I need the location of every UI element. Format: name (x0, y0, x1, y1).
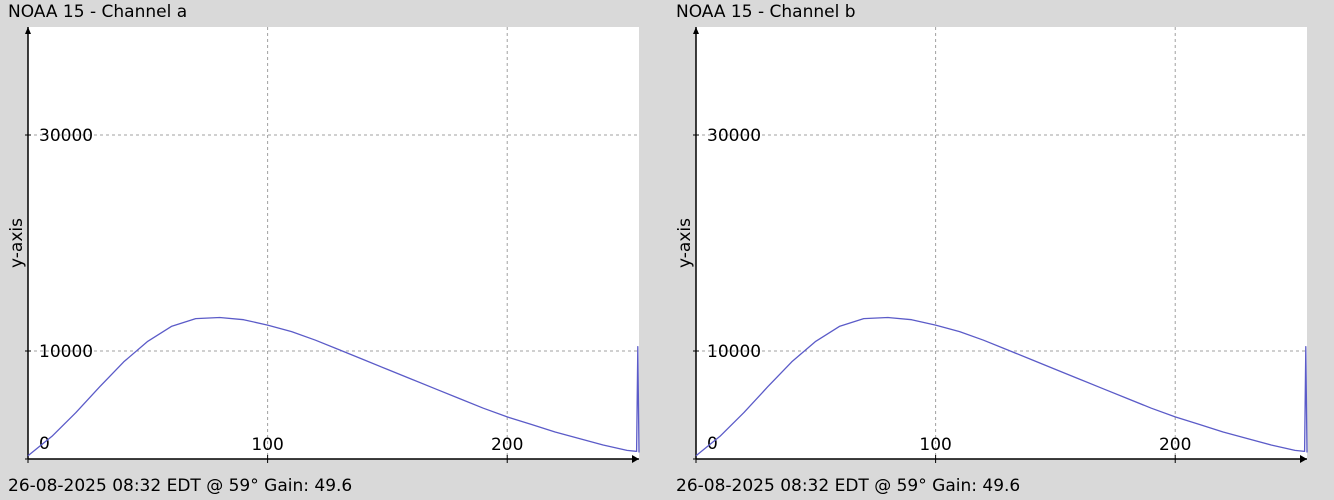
series-line (27, 316, 640, 457)
chart-panel-a: NOAA 15 - Channel a 100 200 0 10000 30000 y-a… (8, 0, 648, 500)
x-axis-arrow (632, 455, 639, 463)
series-line (695, 316, 1308, 457)
y-tick-label: 30000 (39, 126, 93, 146)
x-tick-label: 100 (251, 435, 283, 455)
plot-area: 100 200 0 10000 30000 y-axis (676, 27, 1308, 463)
y-axis-arrow (25, 27, 31, 34)
chart-title: NOAA 15 - Channel a (8, 2, 188, 22)
x-tick-label: 200 (491, 435, 523, 455)
y-tick-label: 0 (39, 434, 50, 454)
x-axis-arrow (1300, 455, 1307, 463)
chart-title: NOAA 15 - Channel b (676, 2, 856, 22)
chart-caption: 26-08-2025 08:32 EDT @ 59° Gain: 49.6 (8, 476, 353, 496)
y-tick-label: 30000 (707, 126, 761, 146)
y-axis-arrow (693, 27, 699, 34)
chart-panel-b: NOAA 15 - Channel b 100 200 0 10000 30000 y-a… (676, 0, 1316, 500)
x-tick-label: 100 (919, 435, 951, 455)
y-axis-label: y-axis (676, 218, 695, 268)
chart-caption: 26-08-2025 08:32 EDT @ 59° Gain: 49.6 (676, 476, 1021, 496)
plot-area: 100 200 0 10000 30000 y-axis (8, 27, 640, 463)
x-tick-label: 200 (1159, 435, 1191, 455)
y-axis-label: y-axis (8, 218, 27, 268)
plot-background (696, 27, 1307, 459)
y-tick-label: 0 (707, 434, 718, 454)
y-tick-label: 10000 (39, 342, 93, 362)
y-tick-label: 10000 (707, 342, 761, 362)
plot-background (28, 27, 639, 459)
